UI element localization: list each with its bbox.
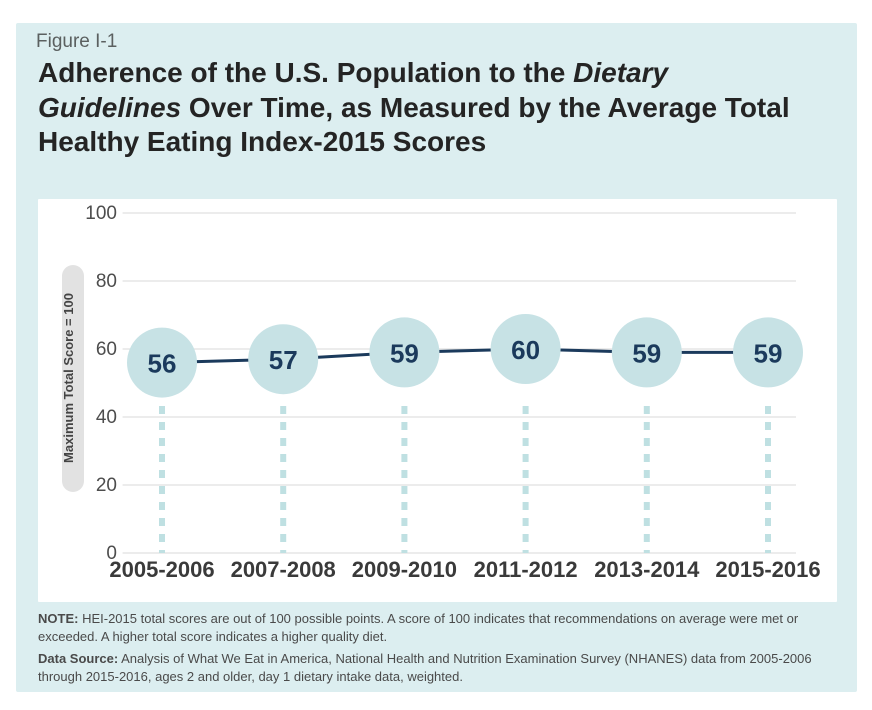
svg-text:80: 80	[96, 271, 117, 292]
svg-text:2015-2016: 2015-2016	[715, 557, 820, 582]
svg-text:100: 100	[85, 203, 117, 224]
svg-text:2009-2010: 2009-2010	[352, 557, 457, 582]
svg-text:2007-2008: 2007-2008	[231, 557, 336, 582]
svg-text:57: 57	[269, 345, 298, 375]
svg-text:20: 20	[96, 475, 117, 496]
svg-text:60: 60	[511, 335, 540, 365]
svg-text:59: 59	[632, 338, 661, 368]
svg-text:2011-2012: 2011-2012	[474, 557, 578, 582]
svg-text:2005-2006: 2005-2006	[109, 557, 214, 582]
svg-text:40: 40	[96, 407, 117, 428]
svg-text:56: 56	[148, 349, 177, 379]
svg-text:60: 60	[96, 339, 117, 360]
svg-text:Maximum Total Score = 100: Maximum Total Score = 100	[61, 293, 76, 463]
svg-text:2013-2014: 2013-2014	[594, 557, 700, 582]
svg-text:59: 59	[754, 338, 783, 368]
svg-text:59: 59	[390, 338, 419, 368]
